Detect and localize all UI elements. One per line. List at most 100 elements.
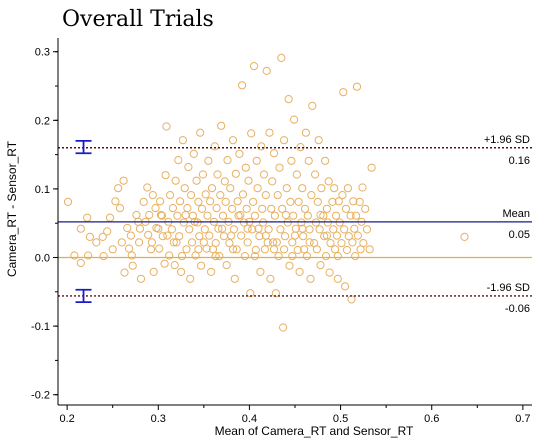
data-point [154, 224, 163, 233]
data-point [85, 232, 95, 241]
y-axis-label: Camera_RT - Sensor_RT [5, 140, 19, 277]
data-point [263, 238, 272, 247]
data-point [298, 224, 307, 233]
data-point [261, 231, 270, 240]
data-point [144, 230, 153, 239]
data-point [303, 211, 312, 220]
data-point [332, 231, 341, 240]
data-point [203, 211, 212, 220]
data-point [343, 184, 352, 193]
data-point [127, 251, 136, 260]
data-point [219, 232, 228, 241]
data-point [367, 163, 376, 172]
data-point [302, 252, 311, 261]
data-point [248, 225, 257, 234]
data-point [181, 210, 190, 220]
data-point [220, 177, 229, 186]
data-point [136, 274, 146, 283]
data-point [204, 156, 213, 165]
data-point [233, 197, 242, 206]
data-point [270, 211, 279, 220]
data-point [300, 245, 309, 254]
data-point [339, 88, 348, 97]
data-point [311, 170, 320, 179]
data-point [228, 245, 238, 254]
data-point [195, 232, 204, 241]
data-point [281, 210, 290, 220]
data-point [314, 136, 323, 145]
data-point [301, 128, 310, 137]
data-point [182, 245, 191, 254]
data-point [333, 274, 342, 283]
data-point [63, 197, 73, 206]
x-tick-label: 0.4 [242, 413, 257, 425]
data-point [168, 204, 177, 213]
error-bars [75, 139, 92, 304]
data-point [217, 121, 226, 130]
data-point [70, 251, 79, 260]
data-point [304, 156, 313, 165]
data-point [222, 261, 231, 270]
data-point [294, 197, 303, 206]
data-point [289, 211, 298, 220]
data-point [171, 176, 180, 185]
data-point [213, 170, 222, 179]
data-point [316, 210, 325, 220]
data-point [200, 225, 209, 234]
data-point [299, 232, 308, 241]
data-point [189, 149, 198, 158]
data-point [352, 211, 361, 220]
data-point [165, 251, 174, 260]
data-point [206, 197, 215, 206]
data-point [269, 245, 279, 254]
y-tick-label: 0.0 [35, 253, 50, 265]
data-point [194, 245, 203, 254]
data-point [242, 204, 251, 213]
x-tick-label: 0.6 [424, 413, 439, 425]
data-point [340, 225, 349, 234]
data-point [277, 53, 286, 63]
data-point [249, 62, 259, 71]
data-point [329, 225, 338, 234]
data-point [315, 225, 324, 234]
data-point [194, 197, 203, 206]
data-point [276, 225, 285, 234]
data-point [328, 197, 337, 206]
data-point [160, 259, 169, 268]
data-point [126, 231, 135, 240]
data-point [246, 289, 255, 298]
data-point [308, 101, 317, 111]
data-point [108, 245, 117, 254]
data-point [346, 211, 355, 220]
data-point [282, 184, 291, 193]
data-point [353, 231, 362, 240]
data-point [198, 170, 207, 179]
y-tick-label: 0.1 [35, 184, 50, 196]
data-point [262, 66, 271, 76]
data-point [292, 170, 301, 179]
data-point [139, 197, 148, 206]
data-point [312, 245, 321, 254]
data-point [235, 149, 244, 158]
data-point [288, 238, 297, 247]
data-point [148, 191, 157, 200]
data-point [156, 210, 166, 220]
data-point [254, 224, 263, 233]
data-point [305, 225, 314, 234]
data-point [305, 238, 314, 247]
x-tick-label: 0.3 [151, 413, 166, 425]
data-point [156, 197, 165, 206]
data-point [117, 238, 126, 247]
data-point [177, 252, 187, 261]
upper-loa-name-label: +1.96 SD [484, 134, 530, 146]
data-point [212, 204, 221, 213]
data-point [287, 156, 296, 165]
data-point [172, 238, 181, 247]
data-point [166, 191, 175, 200]
data-point [330, 184, 339, 193]
data-point [283, 218, 292, 227]
data-point [177, 267, 186, 276]
data-point [259, 218, 268, 227]
data-point [167, 225, 176, 234]
